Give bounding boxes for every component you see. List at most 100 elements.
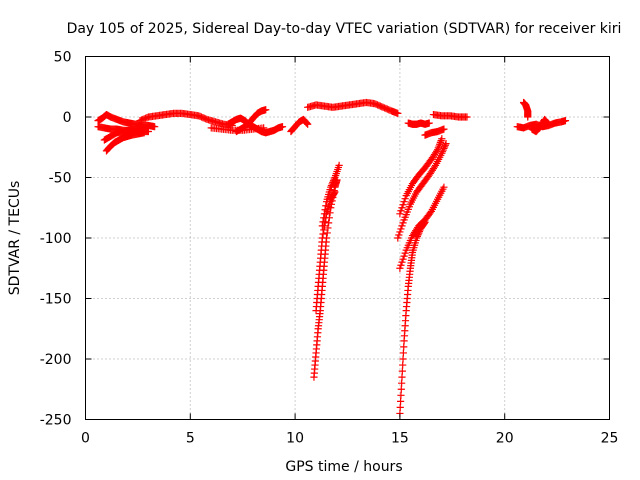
data-point xyxy=(401,249,409,257)
y-tick-label: -100 xyxy=(40,231,72,247)
data-point xyxy=(383,105,391,113)
data-point xyxy=(376,102,384,110)
y-tick-label: -200 xyxy=(40,352,72,368)
data-point xyxy=(404,205,412,213)
data-point xyxy=(401,195,409,203)
data-point xyxy=(378,103,386,111)
series-arc-n xyxy=(396,218,429,418)
x-tick-label: 0 xyxy=(81,431,90,447)
data-point xyxy=(196,112,204,120)
data-point xyxy=(405,203,413,211)
x-tick-label: 25 xyxy=(601,431,619,447)
data-point xyxy=(331,188,339,196)
data-point xyxy=(544,119,552,128)
data-point xyxy=(303,119,311,128)
data-point xyxy=(394,109,402,117)
data-point xyxy=(379,103,387,111)
data-point xyxy=(397,225,405,233)
y-tick-label: 50 xyxy=(54,50,72,66)
data-point xyxy=(137,116,145,124)
data-point xyxy=(399,349,407,357)
data-point xyxy=(399,355,407,363)
data-point xyxy=(380,104,389,112)
y-tick-label: 0 xyxy=(63,110,72,126)
data-point xyxy=(136,117,144,125)
data-point xyxy=(144,124,152,132)
y-tick-label: -50 xyxy=(49,171,72,187)
data-point xyxy=(438,135,446,143)
y-axis-label: SDTVAR / TECUs xyxy=(7,181,23,296)
data-point xyxy=(321,218,329,226)
data-point xyxy=(325,219,333,227)
data-point xyxy=(323,229,331,237)
data-point xyxy=(197,113,206,121)
data-point xyxy=(398,204,406,212)
series-arc-p xyxy=(394,140,450,242)
data-points xyxy=(94,98,570,418)
data-point xyxy=(399,201,407,209)
data-point xyxy=(397,385,405,393)
data-point xyxy=(396,397,405,405)
series-arc-d xyxy=(100,124,152,144)
data-point xyxy=(401,213,409,221)
data-point xyxy=(382,104,390,113)
data-point xyxy=(260,124,268,132)
data-point xyxy=(320,226,328,234)
x-tick-label: 15 xyxy=(391,431,409,447)
y-tick-label: -250 xyxy=(40,413,72,429)
data-point xyxy=(195,112,203,120)
data-point xyxy=(545,120,553,128)
data-point xyxy=(322,214,330,222)
series-arc-t xyxy=(429,110,471,121)
data-point xyxy=(330,189,338,197)
data-point xyxy=(400,343,408,351)
series-arc-o xyxy=(396,183,448,272)
data-point xyxy=(398,367,406,375)
data-point xyxy=(372,100,380,108)
series-arc-r xyxy=(404,119,433,128)
data-point xyxy=(278,123,287,131)
series-arc-e xyxy=(136,109,236,130)
data-point xyxy=(425,119,433,127)
chart-title: Day 105 of 2025, Sidereal Day-to-day VTE… xyxy=(67,21,622,37)
data-point xyxy=(400,252,408,260)
data-point xyxy=(395,231,403,239)
data-point xyxy=(403,208,411,216)
data-point xyxy=(318,234,326,242)
series-arc-q xyxy=(396,135,446,218)
data-point xyxy=(400,198,408,206)
data-point xyxy=(398,373,406,381)
x-tick-label: 5 xyxy=(186,431,195,447)
data-point xyxy=(397,261,405,269)
data-point xyxy=(399,219,407,227)
data-point xyxy=(394,234,402,242)
data-point xyxy=(319,230,327,238)
x-tick-label: 10 xyxy=(286,431,304,447)
data-point xyxy=(140,115,148,123)
data-point xyxy=(262,106,270,114)
data-point xyxy=(561,117,570,125)
data-point xyxy=(202,115,210,123)
series-arc-j xyxy=(304,98,402,117)
data-point xyxy=(396,403,404,411)
data-point xyxy=(385,106,393,114)
data-point xyxy=(151,123,159,131)
data-point xyxy=(396,210,404,218)
series-arc-h xyxy=(207,124,268,134)
axis-ticks: 0 5 10 15 20 25 50 0 -50 -100 -150 -200 -250 xyxy=(40,50,619,447)
data-point xyxy=(397,391,405,399)
data-point xyxy=(304,120,312,128)
data-point xyxy=(398,222,406,230)
data-point xyxy=(141,114,150,122)
series-arc-v xyxy=(519,98,532,121)
data-point xyxy=(320,222,329,230)
data-point xyxy=(463,113,471,121)
data-point xyxy=(199,114,207,122)
data-point xyxy=(396,228,404,236)
data-point xyxy=(398,379,406,387)
data-point xyxy=(371,100,379,108)
data-point xyxy=(400,216,408,224)
data-point xyxy=(402,211,410,219)
x-axis-label: GPS time / hours xyxy=(285,459,402,475)
